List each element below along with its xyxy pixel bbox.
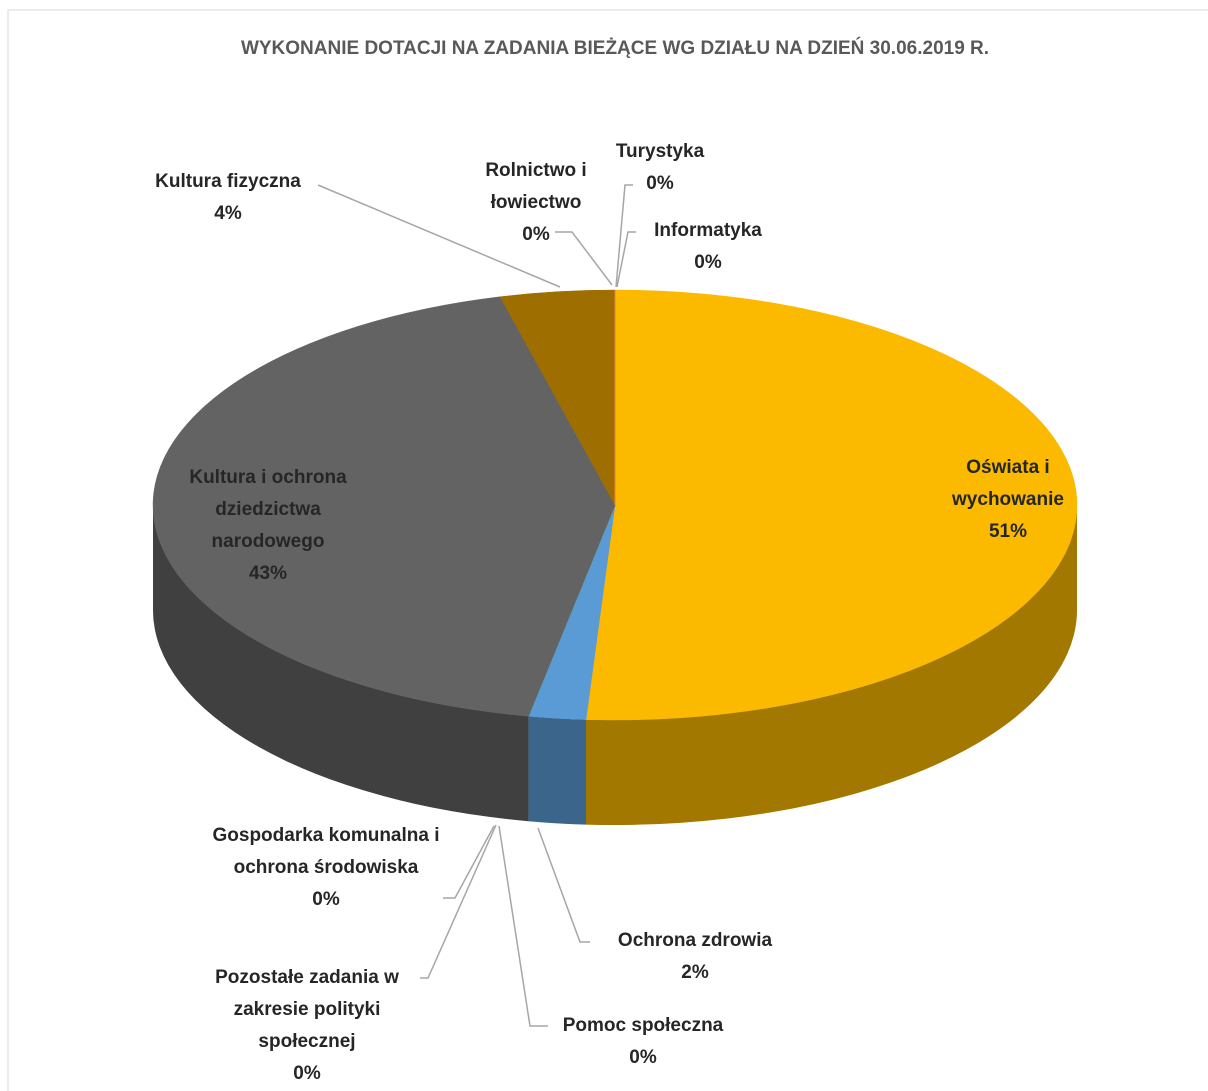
slice (152, 296, 616, 717)
value-label: 0% (646, 173, 674, 194)
leader-lines (317, 184, 636, 1027)
data-label: Pozostałe zadania w zakresie polityki sp… (197, 962, 417, 1090)
category-label: Kultura fizyczna (155, 171, 301, 192)
category-label: Informatyka (654, 220, 762, 241)
category-label: Gospodarka komunalna i ochrona środowisk… (212, 825, 440, 878)
chart-title: WYKONANIE DOTACJI NA ZADANIA BIEŻĄCE WG … (240, 38, 990, 59)
data-label: Ochrona zdrowia 2% (575, 925, 815, 989)
leader-line (615, 184, 633, 288)
leader-line (443, 825, 495, 899)
slice-side (528, 716, 586, 825)
value-label: 43% (248, 563, 288, 584)
data-label: Pomoc społeczna 0% (523, 1010, 763, 1074)
slice (585, 289, 1078, 721)
slice-side-shade (153, 505, 529, 822)
category-label: Kultura i ochrona dziedzictwa narodowego (189, 467, 347, 552)
leader-line (555, 231, 613, 286)
value-label: 2% (681, 962, 709, 983)
value-label: 0% (522, 224, 550, 245)
leader-line (498, 825, 548, 1027)
data-label: Informatyka 0% (628, 215, 788, 279)
data-label: Rolnictwo i łowiectwo 0% (471, 155, 601, 251)
value-label: 51% (988, 521, 1028, 542)
category-label: Turystyka (615, 141, 705, 162)
data-label: Turystyka 0% (600, 136, 720, 200)
data-label: Kultura fizyczna 4% (128, 166, 328, 230)
leader-line (420, 824, 497, 979)
chart-border (7, 9, 1208, 1091)
category-label: Pomoc społeczna (562, 1015, 724, 1036)
value-label: 4% (214, 203, 242, 224)
slice-side-shade (585, 505, 1077, 825)
slice-side-shade (528, 716, 586, 825)
value-label: 0% (694, 252, 722, 273)
leader-line (317, 184, 561, 288)
data-label: Oświata i wychowanie 51% (923, 452, 1093, 548)
value-label: 0% (312, 889, 340, 910)
data-label: Gospodarka komunalna i ochrona środowisk… (201, 820, 451, 916)
category-label: Pozostałe zadania w zakresie polityki sp… (215, 967, 399, 1052)
data-label: Kultura i ochrona dziedzictwa narodowego… (158, 462, 378, 590)
value-label: 0% (629, 1047, 657, 1068)
category-label: Oświata i wychowanie (952, 457, 1064, 510)
value-label: 0% (293, 1063, 321, 1084)
slice-side (153, 505, 529, 822)
slice-side (585, 505, 1077, 825)
category-label: Ochrona zdrowia (617, 930, 773, 951)
leader-line (616, 231, 636, 288)
leader-line (537, 827, 590, 943)
category-label: Rolnictwo i łowiectwo (485, 160, 587, 213)
